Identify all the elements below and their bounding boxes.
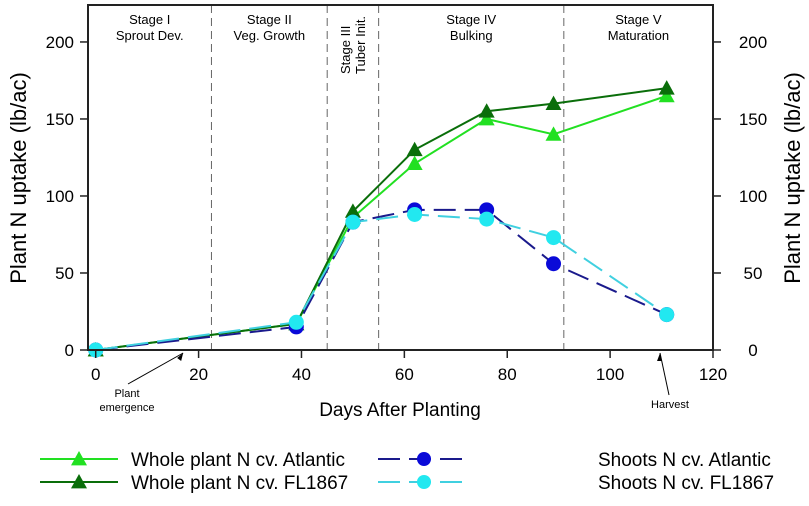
series-line: [95, 213, 668, 351]
data-point-circle: [479, 211, 495, 227]
annotations: Plant emergence Harvest: [99, 352, 689, 414]
legend-item: Whole plant N cv. FL1867: [40, 473, 348, 494]
legend-label: Shoots N cv. Atlantic: [598, 450, 771, 471]
stage-label-line2: Sprout Dev.: [116, 28, 184, 43]
annotation-text: Plant: [114, 388, 139, 400]
legend-label: Whole plant N cv. FL1867: [131, 473, 348, 494]
data-point-triangle: [658, 80, 675, 95]
arrowhead-icon: [177, 353, 184, 361]
x-tick-label: 80: [498, 365, 517, 384]
x-tick-label: 60: [395, 365, 414, 384]
x-tick-label: 100: [596, 365, 624, 384]
stage-label-line2: Maturation: [608, 28, 669, 43]
arrowhead-icon: [657, 353, 663, 361]
series-line: [95, 208, 668, 351]
data-point-triangle: [406, 155, 423, 171]
x-tick-label: 0: [91, 365, 100, 384]
annotation-arrow: [127, 352, 184, 385]
annotation-text: Harvest: [651, 399, 689, 411]
legend-marker-triangle: [71, 451, 87, 466]
y-tick-label-left: 150: [46, 110, 74, 129]
data-point-circle: [659, 307, 675, 323]
annotation-text: emergence: [99, 402, 154, 414]
legend-item: Shoots N cv. Atlantic: [378, 450, 771, 471]
legend-marker-circle: [417, 452, 431, 466]
plot-frame: [87, 4, 714, 351]
legend-item: Shoots N cv. FL1867: [378, 473, 774, 494]
x-tick-label: 120: [699, 365, 727, 384]
data-point-triangle: [545, 126, 562, 141]
y-tick-label-right: 150: [739, 110, 767, 129]
data-point-circle: [546, 230, 562, 246]
x-tick-label: 40: [292, 365, 311, 384]
stage-label-line1: Stage V: [615, 12, 662, 27]
y-axis-label-right: Plant N uptake (lb/ac): [780, 72, 805, 284]
x-tick-label: 20: [189, 365, 208, 384]
y-tick-label-right: 100: [739, 187, 767, 206]
data-point-triangle: [344, 203, 361, 218]
x-axis-label: Days After Planting: [319, 400, 481, 421]
legend-label: Shoots N cv. FL1867: [598, 473, 774, 494]
data-point-circle: [288, 314, 304, 330]
data-point-circle: [546, 256, 562, 272]
data-point-triangle: [478, 110, 495, 126]
legend-item: Whole plant N cv. Atlantic: [40, 450, 345, 471]
y-axis-label-left: Plant N uptake (lb/ac): [6, 72, 31, 284]
stage-label-line1: Stage I: [129, 12, 170, 27]
y-tick-label-right: 0: [748, 341, 757, 360]
legend-marker-triangle: [71, 474, 87, 489]
y-tick-label-left: 200: [46, 33, 74, 52]
stage-label-line2: Tuber Init.: [353, 16, 368, 74]
data-point-triangle: [545, 95, 562, 110]
stage-label-line1: Stage II: [247, 12, 292, 27]
stage-label: Stage III Tuber Init.: [338, 16, 368, 74]
y-tick-label-left: 0: [65, 341, 74, 360]
stage-label-line1: Stage IV: [446, 12, 496, 27]
stage-label-line2: Veg. Growth: [234, 28, 306, 43]
y-tick-label-right: 50: [744, 264, 763, 283]
y-tick-label-left: 50: [55, 264, 74, 283]
stage-label-line2: Bulking: [450, 28, 493, 43]
data-point-triangle: [406, 141, 423, 157]
y-tick-label-left: 100: [46, 187, 74, 206]
stage-label-line1: Stage III: [338, 26, 353, 74]
y-tick-label-right: 200: [739, 33, 767, 52]
series-layer: [87, 80, 675, 358]
series-line: [95, 94, 668, 351]
legend-marker-circle: [417, 475, 431, 489]
data-point-triangle: [478, 103, 495, 118]
data-point-triangle: [658, 87, 675, 103]
legend-label: Whole plant N cv. Atlantic: [131, 450, 345, 471]
data-point-circle: [345, 214, 361, 230]
data-point-circle: [407, 206, 423, 222]
